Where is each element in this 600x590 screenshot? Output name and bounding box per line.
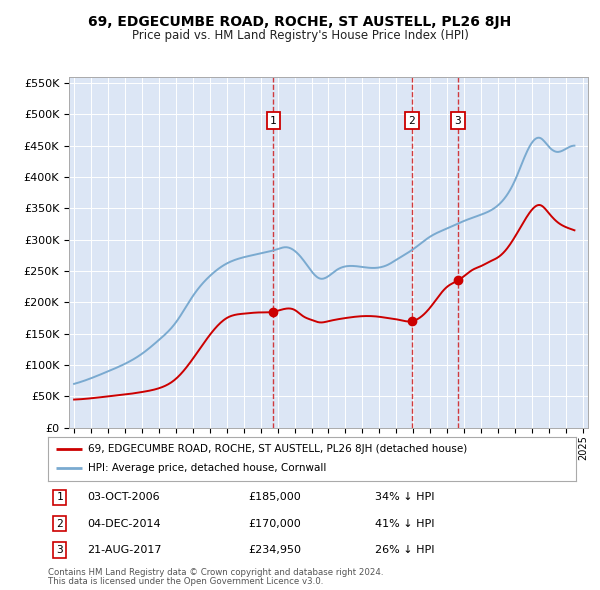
Text: 3: 3	[455, 116, 461, 126]
Text: 03-OCT-2006: 03-OCT-2006	[88, 492, 160, 502]
Text: Price paid vs. HM Land Registry's House Price Index (HPI): Price paid vs. HM Land Registry's House …	[131, 30, 469, 42]
Text: 04-DEC-2014: 04-DEC-2014	[88, 519, 161, 529]
Text: 69, EDGECUMBE ROAD, ROCHE, ST AUSTELL, PL26 8JH: 69, EDGECUMBE ROAD, ROCHE, ST AUSTELL, P…	[88, 15, 512, 29]
Text: 21-AUG-2017: 21-AUG-2017	[88, 545, 162, 555]
Text: Contains HM Land Registry data © Crown copyright and database right 2024.: Contains HM Land Registry data © Crown c…	[48, 568, 383, 576]
Text: 1: 1	[270, 116, 277, 126]
Text: 2: 2	[56, 519, 63, 529]
Text: HPI: Average price, detached house, Cornwall: HPI: Average price, detached house, Corn…	[88, 464, 326, 473]
Text: 26% ↓ HPI: 26% ↓ HPI	[376, 545, 435, 555]
Text: 3: 3	[56, 545, 63, 555]
Text: This data is licensed under the Open Government Licence v3.0.: This data is licensed under the Open Gov…	[48, 577, 323, 586]
Text: 69, EDGECUMBE ROAD, ROCHE, ST AUSTELL, PL26 8JH (detached house): 69, EDGECUMBE ROAD, ROCHE, ST AUSTELL, P…	[88, 444, 467, 454]
Text: 41% ↓ HPI: 41% ↓ HPI	[376, 519, 435, 529]
Text: 2: 2	[409, 116, 415, 126]
Text: £185,000: £185,000	[248, 492, 301, 502]
Text: 34% ↓ HPI: 34% ↓ HPI	[376, 492, 435, 502]
Text: 1: 1	[56, 492, 63, 502]
Text: £170,000: £170,000	[248, 519, 301, 529]
Text: £234,950: £234,950	[248, 545, 302, 555]
